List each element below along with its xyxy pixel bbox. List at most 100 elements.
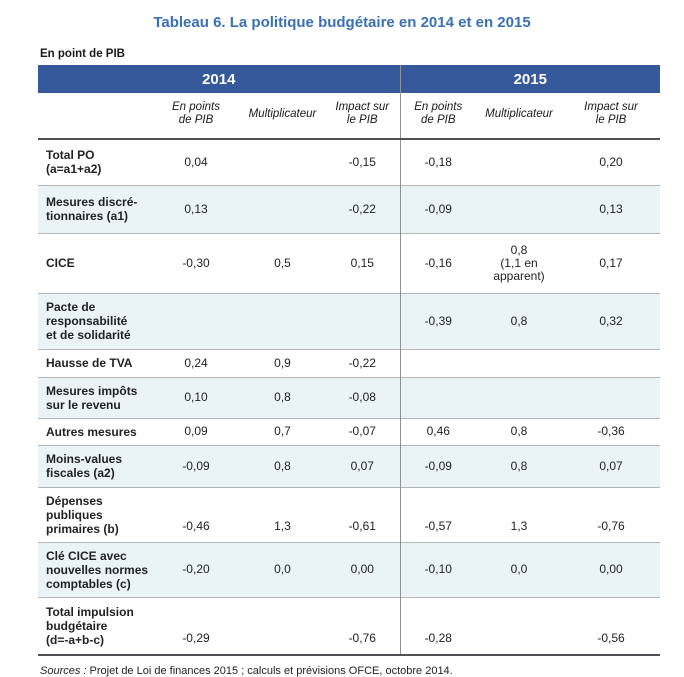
column-header-2014-pib: En points de PIB bbox=[152, 93, 240, 139]
sources-label: Sources : bbox=[40, 665, 87, 677]
table-row: Mesures impôts sur le revenu 0,10 0,8 -0… bbox=[38, 377, 661, 418]
value-cell: -0,56 bbox=[597, 631, 625, 645]
value-cell: 0,46 bbox=[426, 424, 450, 438]
table-row: Moins-values fiscales (a2) -0,09 0,8 0,0… bbox=[38, 445, 661, 487]
value-cell bbox=[476, 377, 562, 418]
value-cell bbox=[325, 293, 401, 349]
value-cell: -0,09 bbox=[424, 458, 452, 473]
value-cell bbox=[240, 139, 325, 185]
table-row: Dépenses publiques primaires (b) -0,46 1… bbox=[38, 487, 661, 542]
value-cell: -0,46 bbox=[182, 518, 210, 533]
column-header-2015-pib: En points de PIB bbox=[400, 93, 476, 139]
value-cell bbox=[476, 349, 562, 377]
table-row: Total PO (a=a1+a2) 0,04 -0,15 -0,18 0,20 bbox=[38, 139, 661, 185]
row-label: Clé CICE avec nouvelles normes comptable… bbox=[46, 548, 149, 591]
value-cell: -0,15 bbox=[325, 139, 401, 185]
value-cell bbox=[400, 377, 476, 418]
row-label: Pacte de responsabilité et de solidarité bbox=[46, 300, 131, 342]
column-header-2015-impact: Impact sur le PIB bbox=[562, 93, 661, 139]
table-row: CICE -0,30 0,5 0,15 -0,16 0,8 (1,1 en ap… bbox=[38, 233, 661, 293]
value-cell bbox=[240, 597, 325, 655]
value-cell: 0,5 bbox=[274, 255, 291, 270]
value-cell: -0,36 bbox=[597, 424, 625, 438]
value-cell: -0,22 bbox=[325, 185, 401, 233]
column-header-2014-impact: Impact sur le PIB bbox=[325, 93, 401, 139]
year-header-2014: 2014 bbox=[38, 65, 401, 93]
value-cell: -0,57 bbox=[424, 518, 452, 533]
value-cell: -0,61 bbox=[325, 487, 401, 542]
unit-note: En point de PIB bbox=[40, 48, 125, 60]
value-cell bbox=[562, 377, 660, 418]
value-cell: 0,07 bbox=[325, 445, 401, 487]
row-label: Mesures discré- tionnaires (a1) bbox=[46, 195, 138, 223]
value-cell: 0,0 bbox=[274, 562, 291, 576]
value-cell bbox=[476, 139, 562, 185]
value-cell: 0,8 bbox=[274, 390, 291, 404]
column-header-2015-multiplicateur: Multiplicateur bbox=[476, 93, 562, 139]
row-label: Dépenses publiques primaires (b) bbox=[46, 493, 119, 536]
value-cell: 0,00 bbox=[325, 542, 401, 597]
value-cell: 0,00 bbox=[599, 562, 623, 576]
table-row: Mesures discré- tionnaires (a1) 0,13 -0,… bbox=[38, 185, 661, 233]
value-cell: -0,07 bbox=[325, 418, 401, 445]
row-label: Total impulsion budgétaire (d=-a+b-c) bbox=[46, 604, 134, 647]
row-label: Total PO (a=a1+a2) bbox=[46, 148, 102, 177]
value-cell bbox=[240, 293, 325, 349]
corner-cell bbox=[38, 93, 152, 139]
sources-note: Sources : Projet de Loi de finances 2015… bbox=[40, 665, 684, 677]
value-cell: -0,10 bbox=[424, 562, 452, 576]
value-cell: 0,15 bbox=[325, 233, 401, 293]
value-cell: 0,07 bbox=[599, 458, 623, 473]
column-header-row: En points de PIB Multiplicateur Impact s… bbox=[38, 93, 661, 139]
value-cell: -0,76 bbox=[597, 518, 625, 533]
value-cell: 0,8 bbox=[274, 458, 291, 473]
value-cell: 0,24 bbox=[184, 355, 208, 370]
value-cell: 0,13 bbox=[599, 201, 623, 216]
value-cell: 0,8 bbox=[510, 458, 528, 473]
budget-table: 2014 2015 En points de PIB Multiplicateu… bbox=[38, 65, 661, 656]
value-cell: 0,8 bbox=[510, 424, 528, 438]
page-title: Tableau 6. La politique budgétaire en 20… bbox=[153, 14, 531, 31]
row-label: CICE bbox=[46, 256, 75, 270]
table-row: Pacte de responsabilité et de solidarité… bbox=[38, 293, 661, 349]
value-cell: -0,30 bbox=[182, 255, 210, 270]
table-row: Hausse de TVA 0,24 0,9 -0,22 bbox=[38, 349, 661, 377]
value-cell: 0,09 bbox=[184, 424, 208, 438]
value-cell: 0,0 bbox=[510, 562, 528, 576]
value-cell: 0,10 bbox=[184, 390, 208, 404]
value-cell: -0,20 bbox=[182, 562, 210, 576]
value-cell: 0,8 bbox=[510, 313, 528, 328]
value-cell: 0,8 (1,1 en apparent) bbox=[493, 242, 545, 283]
value-cell: 0,20 bbox=[599, 154, 623, 169]
value-cell: -0,08 bbox=[325, 377, 401, 418]
row-label: Mesures impôts sur le revenu bbox=[46, 383, 138, 412]
year-header-row: 2014 2015 bbox=[38, 65, 661, 93]
value-cell: 0,13 bbox=[184, 201, 208, 216]
value-cell: 0,04 bbox=[184, 154, 208, 169]
row-label: Moins-values fiscales (a2) bbox=[46, 452, 123, 480]
value-cell: -0,29 bbox=[182, 631, 210, 645]
value-cell: -0,39 bbox=[424, 313, 452, 328]
value-cell bbox=[400, 349, 476, 377]
value-cell bbox=[476, 597, 562, 655]
value-cell: 0,32 bbox=[599, 313, 623, 328]
value-cell: -0,09 bbox=[424, 201, 452, 216]
value-cell: 1,3 bbox=[510, 518, 528, 533]
value-cell: 0,7 bbox=[274, 424, 291, 438]
row-label: Autres mesures bbox=[46, 424, 137, 439]
value-cell bbox=[562, 349, 660, 377]
table-row: Autres mesures 0,09 0,7 -0,07 0,46 0,8 -… bbox=[38, 418, 661, 445]
value-cell bbox=[152, 293, 240, 349]
value-cell bbox=[476, 185, 562, 233]
value-cell: -0,18 bbox=[424, 154, 452, 169]
value-cell: 0,17 bbox=[599, 255, 623, 270]
table-row: Clé CICE avec nouvelles normes comptable… bbox=[38, 542, 661, 597]
year-header-2015: 2015 bbox=[400, 65, 661, 93]
value-cell: -0,22 bbox=[325, 349, 401, 377]
value-cell: 0,9 bbox=[274, 355, 291, 370]
value-cell: -0,09 bbox=[182, 458, 210, 473]
value-cell: -0,76 bbox=[325, 597, 401, 655]
value-cell bbox=[240, 185, 325, 233]
value-cell: -0,28 bbox=[424, 631, 452, 645]
column-header-2014-multiplicateur: Multiplicateur bbox=[240, 93, 325, 139]
